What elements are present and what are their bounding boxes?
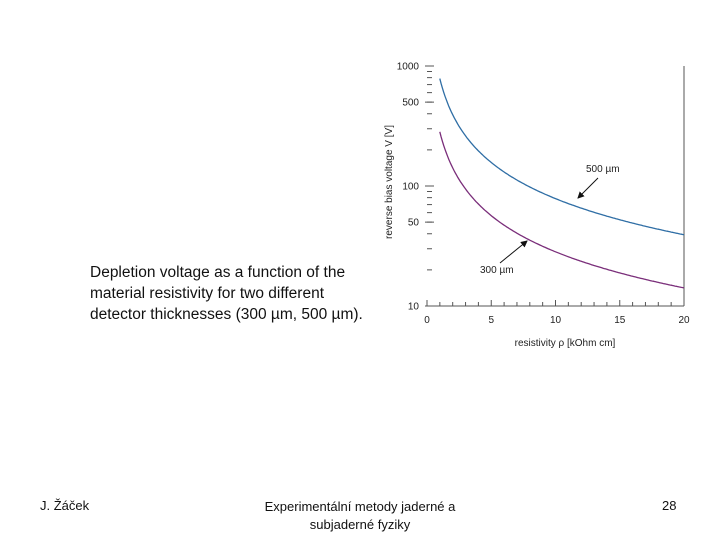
annotation-300um-arrow [499, 240, 528, 264]
series-line-300um [439, 131, 685, 289]
footer-course-title: Experimentální metody jaderné a subjader… [250, 498, 470, 534]
y-tick-label: 10 [408, 302, 420, 313]
x-tick-label: 20 [678, 315, 690, 326]
footer-author: J. Žáček [40, 498, 90, 513]
x-tick-label: 15 [614, 315, 626, 326]
x-axis-title: resistivity ρ [kOhm cm] [515, 338, 616, 349]
annotation-300um: 300 µm [480, 265, 514, 276]
figure-caption: Depletion voltage as a function of the m… [90, 262, 380, 325]
caption-line-3: detector thicknesses (300 µm, 500 µm). [90, 306, 363, 323]
y-tick-label: 1000 [397, 62, 420, 73]
x-tick-label: 0 [424, 315, 430, 326]
annotation-500um: 500 µm [586, 164, 620, 175]
chart-series [439, 78, 685, 289]
y-tick-label: 50 [408, 218, 420, 229]
y-tick-label: 500 [402, 98, 419, 109]
x-tick-label: 5 [488, 315, 494, 326]
x-tick-label: 10 [550, 315, 562, 326]
footer-title-line-2: subjaderné fyziky [309, 517, 411, 532]
depletion-voltage-chart: 0 5 10 15 20 10 50 100 500 1000 500 µm 300 µm resi… [384, 62, 690, 350]
y-axis-title: reverse bias voltage V [V] [384, 125, 395, 239]
chart-axes: 0 5 10 15 20 10 50 100 500 1000 [397, 62, 690, 327]
annotation-500um-arrow [577, 177, 599, 199]
y-tick-label: 100 [402, 182, 419, 193]
page-number: 28 [662, 498, 677, 513]
series-line-500um [439, 78, 685, 236]
caption-line-2: material resistivity for two different [90, 285, 325, 302]
footer-title-line-1: Experimentální metody jaderné a [264, 499, 456, 514]
chart-annotations: 500 µm 300 µm [480, 164, 620, 276]
caption-line-1: Depletion voltage as a function of the [90, 264, 346, 281]
